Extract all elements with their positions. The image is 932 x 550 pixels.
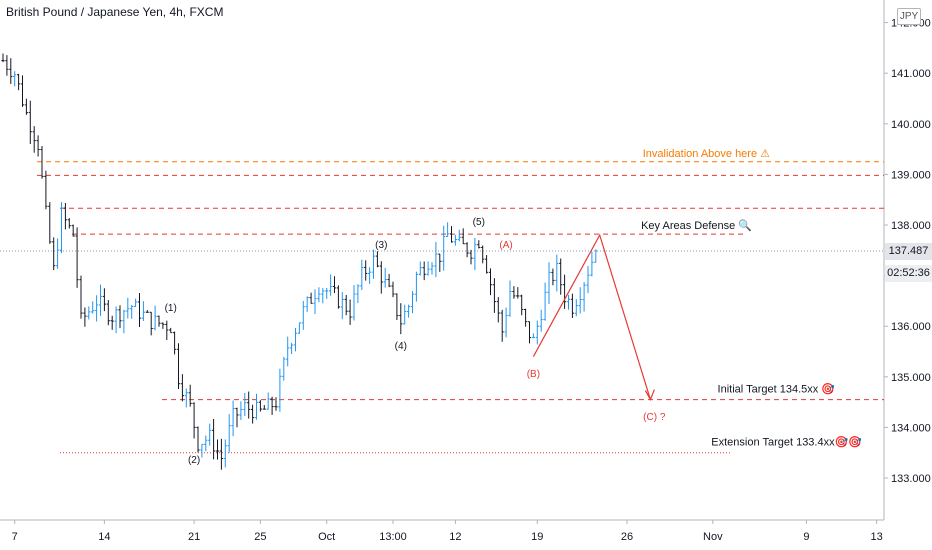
price-tick-label: 138.000: [891, 220, 931, 232]
time-tick-label: 21: [188, 531, 200, 543]
projection-path: [532, 233, 651, 400]
level-label: Extension Target 133.4xx🎯🎯: [711, 436, 862, 449]
currency-badge[interactable]: JPY: [897, 8, 921, 25]
time-tick-label: 7: [12, 531, 18, 543]
time-tick-label: 25: [254, 531, 266, 543]
level-label: Invalidation Above here ⚠: [643, 148, 770, 160]
price-tick-label: 135.000: [891, 372, 931, 384]
time-tick-label: 19: [531, 531, 543, 543]
price-tick-label: 136.000: [891, 321, 931, 333]
chart-title: British Pound / Japanese Yen, 4h, FXCM: [6, 5, 224, 19]
price-tick-label: 141.000: [891, 68, 931, 80]
time-tick-label: Nov: [703, 531, 723, 543]
wave-label: (2): [188, 455, 200, 466]
price-tick-label: 139.000: [891, 169, 931, 181]
time-tick-label: 26: [621, 531, 633, 543]
wave-label: (A): [499, 240, 512, 251]
price-tick-label: 134.000: [891, 422, 931, 434]
price-tick-label: 133.000: [891, 473, 931, 485]
wave-label: (4): [395, 341, 407, 352]
time-tick-label: 13: [870, 531, 882, 543]
wave-label: (3): [375, 240, 387, 251]
wave-label: (1): [165, 303, 177, 314]
wave-label: (C) ?: [643, 412, 666, 423]
last-price-tag: 137.487: [885, 243, 932, 260]
time-tick-label: 12: [449, 531, 461, 543]
wave-label: (5): [473, 217, 485, 228]
time-tick-label: 14: [98, 531, 110, 543]
price-tick-label: 140.000: [891, 119, 931, 131]
time-tick-label: Oct: [318, 531, 335, 543]
level-label: Initial Target 134.5xx 🎯: [718, 383, 836, 396]
time-tick-label: 9: [803, 531, 809, 543]
wave-label: (B): [527, 369, 540, 380]
time-tick-label: 13:00: [379, 531, 407, 543]
projection-arrowhead: [644, 389, 655, 401]
level-label: Key Areas Defense 🔍: [641, 218, 752, 232]
bar-countdown-tag: 02:52:36: [885, 265, 932, 282]
